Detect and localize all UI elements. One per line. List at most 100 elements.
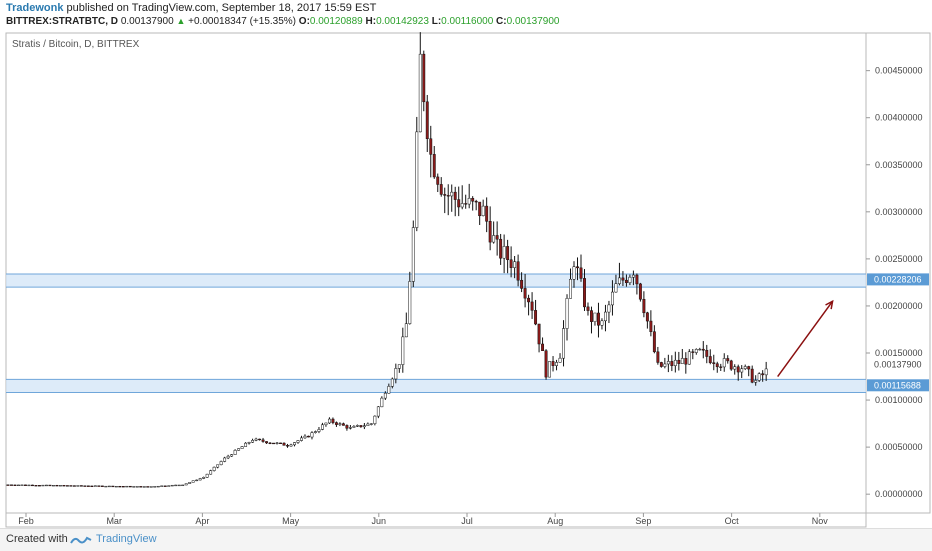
candle-body: [460, 203, 464, 208]
candle-body: [537, 323, 541, 345]
candle-body: [31, 484, 34, 487]
candle-body: [307, 435, 310, 438]
candle-body: [638, 283, 642, 300]
x-tick-label: Mar: [106, 516, 122, 526]
candle-body: [34, 485, 38, 487]
candle-body: [572, 266, 576, 280]
candle-body: [17, 484, 20, 486]
y-tick-label: 0.00450000: [875, 66, 923, 76]
candle-body: [104, 485, 108, 488]
plot-frame: [5, 32, 867, 514]
candle-body: [726, 358, 730, 362]
candle-body: [422, 53, 426, 103]
x-tick-label: Jul: [461, 516, 473, 526]
last-price: 0.00137900: [120, 16, 174, 27]
candle-body: [715, 363, 719, 368]
y-tick-label: 0.00150000: [875, 348, 923, 358]
candle-body: [635, 274, 639, 285]
candle-body: [48, 484, 52, 487]
close-label: C:: [496, 16, 507, 27]
candle-body: [439, 184, 443, 195]
candle-body: [694, 349, 698, 353]
candle-body: [139, 486, 143, 488]
candle-body: [722, 358, 726, 368]
candle-body: [181, 484, 185, 487]
candle-body: [100, 485, 104, 487]
candle-body: [205, 473, 209, 478]
candle-body: [621, 277, 625, 281]
y-tick-label: 0.00050000: [875, 442, 923, 452]
candle-body: [397, 364, 401, 369]
y-tick-label: 0.00200000: [875, 301, 923, 311]
time-axis[interactable]: [5, 512, 867, 528]
chart-title: Stratis / Bitcoin, D, BITTREX: [12, 39, 140, 50]
candle-body: [680, 358, 684, 364]
footer: Created with TradingView: [0, 528, 932, 551]
candle-body: [590, 310, 593, 322]
candle-body: [649, 320, 653, 332]
candle-body: [408, 281, 412, 324]
candle-body: [72, 485, 76, 487]
candle-body: [691, 351, 695, 353]
candle-body: [645, 312, 649, 322]
candle-body: [369, 423, 373, 425]
candle-body: [97, 485, 101, 487]
candle-body: [729, 360, 733, 370]
candle-body: [20, 484, 24, 486]
x-tick-label: Sep: [635, 516, 651, 526]
price-label-text: 0.00228206: [874, 274, 922, 284]
candle-body: [436, 176, 440, 185]
candle-body: [174, 484, 178, 487]
candle-body: [352, 426, 356, 428]
candle-body: [83, 485, 87, 487]
candle-body: [485, 205, 489, 222]
chart-header: Tradewonk published on TradingView.com, …: [0, 0, 932, 30]
x-tick-label: Nov: [812, 516, 829, 526]
y-tick-label: 0.00000000: [875, 489, 923, 499]
candle-body: [135, 486, 139, 488]
y-tick-label: 0.00100000: [875, 395, 923, 405]
candle-body: [719, 366, 723, 368]
low-label: L:: [431, 16, 442, 27]
candle-body: [128, 485, 132, 488]
tradingview-link[interactable]: TradingView: [96, 533, 157, 545]
symbol-label: BITTREX:STRATBTC, D: [6, 16, 119, 27]
candle-body: [300, 437, 303, 441]
candle-body: [708, 356, 712, 363]
author-link[interactable]: Tradewonk: [6, 2, 64, 14]
candle-body: [499, 238, 503, 259]
candle-body: [562, 328, 565, 359]
candle-body: [443, 194, 447, 196]
candle-body: [293, 442, 296, 446]
candle-body: [481, 205, 485, 217]
candle-body: [600, 320, 604, 326]
candle-body: [677, 359, 681, 364]
candle-body: [272, 442, 275, 445]
candle-body: [146, 486, 150, 488]
price-axis[interactable]: [865, 32, 931, 514]
candle-body: [167, 485, 171, 487]
candle-body: [13, 484, 17, 486]
candle-body: [583, 278, 586, 308]
candle-body: [453, 191, 457, 200]
candle-body: [170, 484, 174, 487]
price-chart[interactable]: Stratis / Bitcoin, D, BITTREX 0.00450000…: [0, 30, 932, 528]
candle-body: [41, 484, 45, 487]
candle-body: [153, 486, 157, 488]
candle-body: [712, 362, 716, 364]
candle-body: [754, 380, 758, 383]
candle-body: [79, 485, 83, 487]
tradingview-logo-icon: [70, 536, 92, 544]
candle-body: [663, 363, 667, 367]
y-ticks: 0.00450000 0.00400000 0.00350000 0.00300000…: [866, 66, 923, 499]
candle-body: [761, 373, 765, 376]
candle-body: [320, 424, 324, 430]
candle-body: [202, 477, 206, 479]
candle-body: [244, 442, 248, 447]
candle-body: [289, 444, 293, 447]
candle-body: [62, 485, 66, 487]
candle-body: [527, 297, 531, 303]
candle-body: [610, 291, 614, 306]
candle-body: [471, 198, 475, 202]
candle-body: [446, 195, 450, 197]
